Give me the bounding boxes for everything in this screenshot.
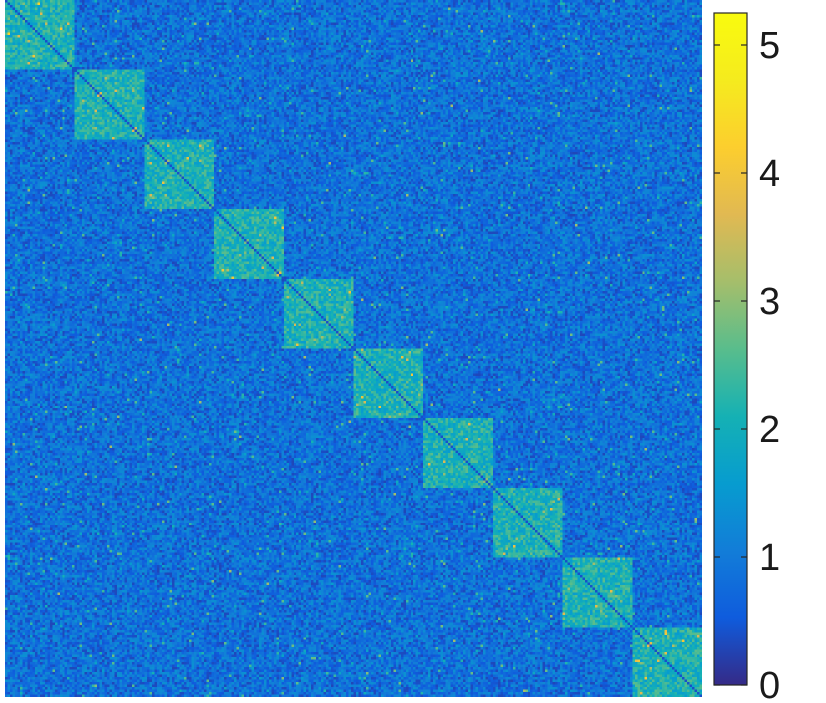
colorbar-tick-label: 5 (759, 25, 780, 67)
colorbar-tick-label: 1 (759, 537, 780, 579)
colorbar-tick-label: 0 (759, 665, 780, 703)
colorbar: 0 1 2 3 4 5 (713, 12, 780, 703)
colorbar-tick-label: 4 (759, 153, 780, 195)
colorbar-tick-label: 3 (759, 281, 780, 323)
heatmap-matrix (5, 0, 702, 697)
colorbar-gradient (713, 12, 748, 686)
colorbar-tick-label: 2 (759, 409, 780, 451)
